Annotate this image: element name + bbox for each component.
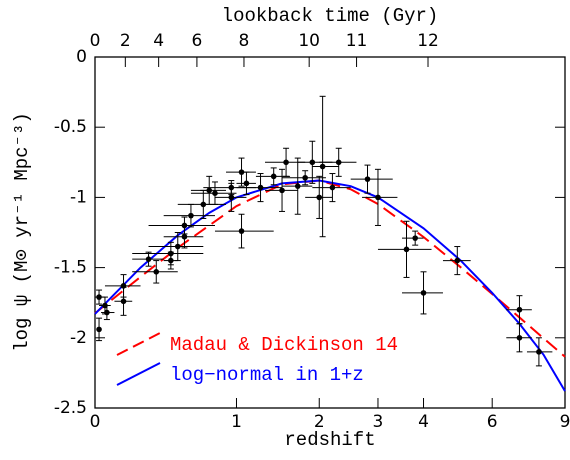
- data-point: [243, 180, 250, 187]
- data-point: [536, 349, 542, 355]
- y-tick-label: -2.5: [54, 398, 87, 418]
- data-point: [168, 250, 174, 257]
- top-tick-label: 6: [191, 31, 202, 51]
- x-tick-label: 0: [90, 412, 101, 432]
- data-point: [294, 183, 301, 189]
- data-point: [153, 269, 160, 275]
- data-point: [516, 335, 523, 341]
- y-axis-title: log ψ (M⊙ yr⁻¹ Mpc⁻³): [11, 112, 33, 352]
- x-tick-label: 2: [314, 412, 325, 432]
- data-point: [319, 163, 326, 170]
- legend-swatch: [116, 362, 161, 386]
- data-point: [412, 235, 418, 241]
- data-point: [316, 194, 323, 201]
- legend-label: log−normal in 1+z: [170, 364, 364, 386]
- data-point: [212, 190, 218, 196]
- data-point: [181, 233, 188, 240]
- data-point: [228, 184, 235, 191]
- y-tick-label: -1.5: [54, 258, 87, 278]
- y-tick-label: -0.5: [54, 117, 87, 137]
- data-point: [516, 306, 523, 313]
- top-tick-label: 12: [417, 31, 439, 51]
- plot-frame: [94, 56, 566, 409]
- data-point: [96, 294, 102, 300]
- data-point: [335, 159, 342, 166]
- data-point: [206, 187, 213, 194]
- data-point: [364, 176, 371, 182]
- data-point: [120, 298, 127, 305]
- x-tick-label: 9: [560, 412, 570, 432]
- data-point: [200, 201, 207, 208]
- data-point: [181, 222, 188, 229]
- data-point: [329, 184, 336, 191]
- x-tick-label: 6: [487, 412, 498, 432]
- legend-label: Madau & Dickinson 14: [170, 334, 398, 356]
- top-tick-label: 2: [120, 31, 131, 51]
- data-point: [454, 257, 461, 264]
- data-point: [238, 169, 245, 175]
- data-point: [375, 194, 381, 201]
- data-point: [283, 159, 289, 166]
- data-point: [257, 184, 264, 191]
- x-tick-label: 1: [231, 412, 242, 432]
- model-line: [94, 179, 566, 358]
- model-line: [94, 179, 566, 392]
- x-tick-label: 3: [373, 412, 384, 432]
- data-point: [309, 159, 316, 166]
- x-tick-label: 4: [418, 412, 429, 432]
- data-point: [238, 228, 245, 234]
- data-point: [96, 326, 102, 333]
- top-tick-label: 11: [346, 31, 368, 51]
- legend-swatch: [116, 332, 161, 356]
- data-point: [420, 290, 427, 296]
- y-tick-label: -2: [70, 328, 87, 348]
- top-tick-label: 10: [298, 31, 320, 51]
- data-point: [104, 309, 110, 316]
- x-axis-title: redshift: [284, 429, 375, 451]
- data-point: [279, 187, 285, 194]
- data-point: [228, 194, 235, 201]
- top-axis-title: lookback time (Gyr): [222, 5, 439, 27]
- data-point: [302, 174, 308, 181]
- top-tick-label: 4: [153, 31, 164, 51]
- top-tick-label: 8: [239, 31, 250, 51]
- data-point: [403, 246, 410, 253]
- data-point: [188, 212, 194, 219]
- data-point: [174, 243, 181, 250]
- y-tick-label: 0: [76, 47, 87, 67]
- data-point: [120, 283, 127, 289]
- data-point: [270, 173, 277, 180]
- data-point: [145, 256, 152, 262]
- y-tick-label: -1: [70, 187, 87, 207]
- top-tick-label: 0: [90, 31, 101, 51]
